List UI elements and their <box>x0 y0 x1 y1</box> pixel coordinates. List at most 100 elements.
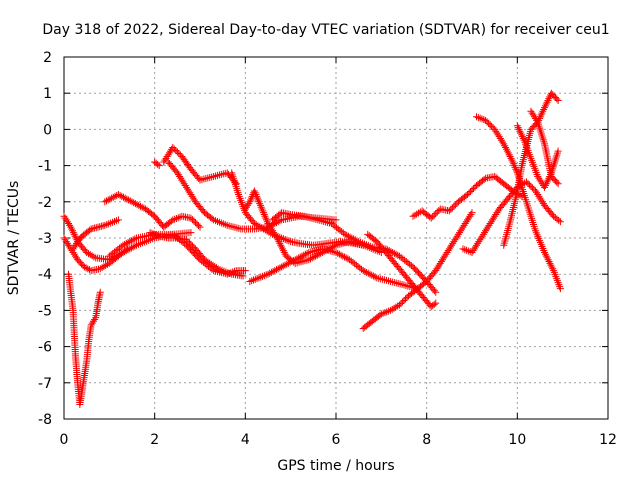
data-point-arc-12 <box>255 198 263 206</box>
data-point-arc-12 <box>254 196 262 204</box>
data-point-arc-8 <box>206 173 214 181</box>
data-point-arc-13 <box>286 258 294 266</box>
data-point-arc-2 <box>83 248 91 256</box>
data-point-arc-21 <box>536 176 544 184</box>
data-point-arc-21 <box>513 122 521 130</box>
data-point-arc-15 <box>454 230 462 238</box>
data-point-arc-13 <box>284 259 292 267</box>
data-point-arc-12 <box>256 200 264 208</box>
data-point-arc-15 <box>461 220 469 228</box>
data-point-arc-18 <box>477 234 485 242</box>
data-point-arc-3 <box>70 243 78 251</box>
data-point-arc-21 <box>518 131 526 139</box>
data-point-arc-18 <box>522 178 530 186</box>
data-point-arc-8 <box>162 154 170 162</box>
data-point-arc-19 <box>511 163 519 171</box>
data-point-arc-18 <box>556 218 564 226</box>
data-point-arc-15 <box>456 229 464 237</box>
data-point-arc-18 <box>466 248 474 256</box>
data-point-arc-13 <box>339 252 347 260</box>
data-point-arc-2 <box>84 250 92 258</box>
data-point-arc-2 <box>66 221 74 229</box>
chart-title: Day 318 of 2022, Sidereal Day-to-day VTE… <box>42 22 609 38</box>
data-point-arc-12 <box>265 221 273 229</box>
data-point-arc-14 <box>348 234 356 242</box>
data-point-arc-21 <box>514 124 522 132</box>
data-point-arc-11 <box>283 236 291 244</box>
data-point-arc-18 <box>485 221 493 229</box>
data-point-arc-19 <box>499 138 507 146</box>
data-point-arc-5 <box>131 200 139 208</box>
data-point-arc-14 <box>343 231 351 239</box>
data-point-arc-19 <box>502 145 510 153</box>
data-point-arc-5 <box>138 203 146 211</box>
data-point-arc-14 <box>392 250 400 258</box>
data-point-arc-14 <box>346 233 354 241</box>
data-point-arc-18 <box>531 187 539 195</box>
data-point-arc-8 <box>167 147 175 155</box>
data-point-arc-13 <box>276 264 284 272</box>
data-point-arc-7 <box>185 239 193 247</box>
data-point-arc-18 <box>468 248 476 256</box>
data-point-arc-5 <box>121 194 129 202</box>
data-point-arc-21 <box>516 127 524 135</box>
data-point-arc-21 <box>537 178 545 186</box>
data-point-arc-8 <box>170 145 178 153</box>
data-point-arc-9 <box>182 183 190 191</box>
data-point-arc-5 <box>196 223 204 231</box>
data-point-arc-2 <box>116 250 124 258</box>
data-point-arc-3 <box>114 216 122 224</box>
data-point-arc-17 <box>450 202 458 210</box>
data-point-arc-5 <box>187 214 195 222</box>
data-point-arc-15 <box>433 265 441 273</box>
data-point-arc-13 <box>248 277 256 285</box>
data-point-arc-18 <box>555 216 563 224</box>
data-point-arc-18 <box>538 198 546 206</box>
x-tick-label: 0 <box>60 432 69 448</box>
data-point-arc-13 <box>257 273 265 281</box>
data-point-arc-19 <box>501 142 509 150</box>
data-point-arc-19 <box>544 256 552 264</box>
data-point-arc-12 <box>256 201 264 209</box>
data-point-arc-12 <box>253 194 261 202</box>
data-point-arc-1 <box>60 234 68 242</box>
data-point-arc-13 <box>264 270 272 278</box>
data-point-arc-18 <box>528 184 536 192</box>
data-point-arc-18 <box>482 227 490 235</box>
data-point-arc-12 <box>247 196 255 204</box>
data-point-arc-15 <box>437 258 445 266</box>
data-point-arc-11 <box>261 226 269 234</box>
data-point-arc-18 <box>474 239 482 247</box>
data-point-arc-15 <box>402 295 410 303</box>
data-point-arc-19 <box>504 149 512 157</box>
x-tick-label: 10 <box>508 432 526 448</box>
data-point-arc-18 <box>483 225 491 233</box>
data-point-arc-15 <box>468 209 476 217</box>
data-point-arc-5 <box>133 201 141 209</box>
data-point-arc-2 <box>122 247 130 255</box>
data-point-arc-4 <box>87 321 95 329</box>
data-point-arc-19 <box>542 252 550 260</box>
x-tick-label: 6 <box>332 432 341 448</box>
data-point-arc-15 <box>383 308 391 316</box>
data-point-arc-17 <box>409 212 417 220</box>
data-point-arc-15 <box>451 236 459 244</box>
data-point-arc-9 <box>174 171 182 179</box>
data-point-arc-15 <box>450 238 458 246</box>
data-point-arc-22 <box>528 109 536 117</box>
data-point-arc-19 <box>545 258 553 266</box>
data-point-arc-21 <box>517 129 525 137</box>
data-point-arc-2 <box>129 243 137 251</box>
data-point-arc-17 <box>447 205 455 213</box>
data-point-arc-2 <box>62 216 70 224</box>
y-tick-label: 2 <box>43 50 52 66</box>
data-point-arc-8 <box>210 172 218 180</box>
data-point-arc-5 <box>126 197 134 205</box>
data-point-arc-20 <box>539 107 547 115</box>
data-point-arc-20 <box>543 98 551 106</box>
data-point-arc-13 <box>359 267 367 275</box>
data-point-arc-1 <box>62 238 70 246</box>
y-tick-label: -1 <box>38 159 52 175</box>
data-point-arc-15 <box>400 296 408 304</box>
